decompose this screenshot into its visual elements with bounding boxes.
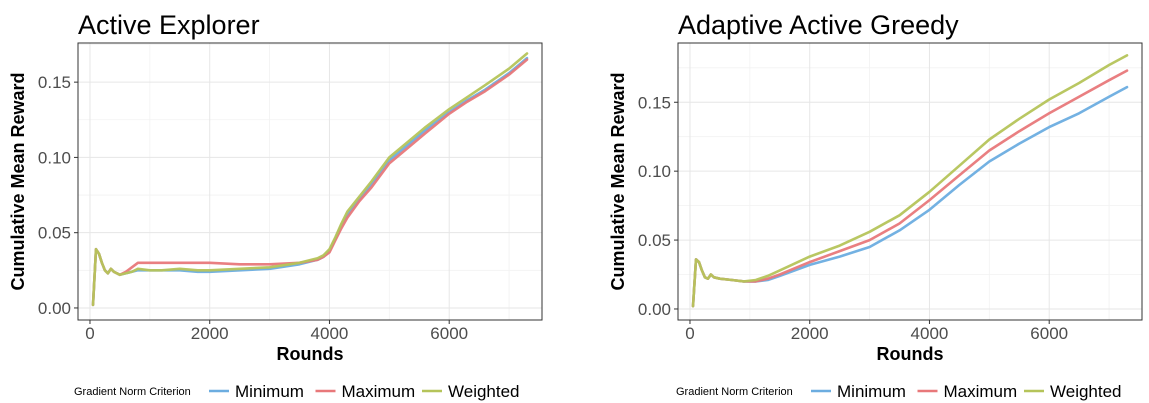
y-tick-label: 0.00 [38,299,71,318]
legend-label-minimum: Minimum [235,382,304,401]
series-line-weighted [691,54,1129,308]
chart-title: Adaptive Active Greedy [678,10,959,40]
x-axis-title: Rounds [277,344,344,364]
legend-label-minimum: Minimum [837,382,906,401]
legend-title: Gradient Norm Criterion [74,386,191,398]
x-tick-label: 2000 [191,324,229,343]
plot-area [78,43,542,320]
legend-label-weighted: Weighted [448,382,520,401]
x-tick-label: 4000 [911,324,949,343]
chart-panel-2: Adaptive Active Greedy 0 2000 4000 6000 0.00 0… [608,10,1143,401]
y-tick-label: 0.15 [638,93,671,112]
y-tick-label: 0.05 [38,224,71,243]
legend-label-weighted: Weighted [1050,382,1122,401]
series-line-weighted [91,52,529,307]
y-axis-title: Cumulative Mean Reward [8,72,28,290]
gridlines [678,43,1142,320]
y-tick-label: 0.15 [38,73,71,92]
plot-border [77,42,543,321]
legend: Gradient Norm Criterion Minimum Maximum Wei… [74,382,520,401]
legend: Gradient Norm Criterion Minimum Maximum Wei… [676,382,1122,401]
legend-title: Gradient Norm Criterion [676,386,793,398]
x-axis-title: Rounds [877,344,944,364]
y-tick-label: 0.10 [638,162,671,181]
x-tick-label: 0 [85,324,94,343]
plot-area [678,43,1142,320]
x-tick-label: 4000 [311,324,349,343]
chart-title: Active Explorer [78,10,260,40]
x-tick-label: 6000 [430,324,468,343]
y-tick-label: 0.00 [638,300,671,319]
x-tick-label: 6000 [1030,324,1068,343]
chart-panel-1: Active Explorer 0 2000 4000 6000 0.00 0.05 0.10… [8,10,543,401]
legend-label-maximum: Maximum [944,382,1018,401]
y-tick-label: 0.05 [638,231,671,250]
y-axis-title: Cumulative Mean Reward [608,72,628,290]
x-tick-label: 0 [685,324,694,343]
y-tick-label: 0.10 [38,148,71,167]
gridlines [78,43,542,320]
legend-label-maximum: Maximum [342,382,416,401]
plot-border [677,42,1143,321]
x-tick-label: 2000 [791,324,829,343]
